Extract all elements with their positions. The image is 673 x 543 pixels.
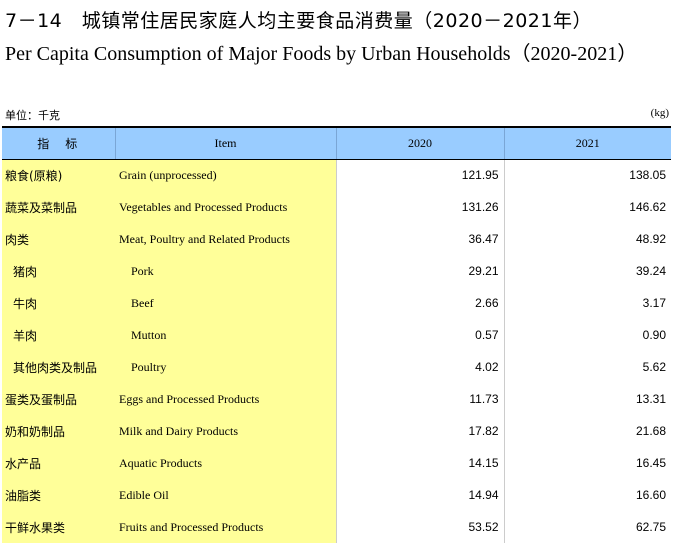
- table-row: 蔬菜及菜制品 Vegetables and Processed Products…: [2, 191, 671, 223]
- item-name-cn: 其他肉类及制品: [2, 351, 115, 383]
- value-2020: 14.15: [335, 447, 504, 479]
- item-name-en: Grain (unprocessed): [115, 159, 336, 191]
- value-2021: 5.62: [503, 351, 671, 383]
- table-row: 肉类 Meat, Poultry and Related Products 36…: [2, 223, 671, 255]
- unit-label-english: (kg): [650, 107, 669, 119]
- value-2020: 11.73: [335, 383, 504, 415]
- item-name-en: Vegetables and Processed Products: [115, 191, 336, 223]
- value-2020: 2.66: [335, 287, 504, 319]
- value-2021: 16.60: [503, 479, 671, 511]
- value-2021: 16.45: [503, 447, 671, 479]
- table-row: 水产品 Aquatic Products 14.15 16.45: [2, 447, 671, 479]
- table-header-row: 指 标 Item 2020 2021: [2, 126, 671, 160]
- item-name-cn: 蔬菜及菜制品: [2, 191, 115, 223]
- value-2021: 138.05: [503, 159, 671, 191]
- item-name-cn: 肉类: [2, 223, 115, 255]
- value-2020: 4.02: [335, 351, 504, 383]
- unit-label-chinese: 单位：千克: [5, 109, 60, 122]
- item-name-cn: 粮食(原粮): [2, 159, 115, 191]
- item-name-en: Meat, Poultry and Related Products: [115, 223, 336, 255]
- table-row: 粮食(原粮) Grain (unprocessed) 121.95 138.05: [2, 159, 671, 191]
- table-row: 干鲜水果类 Fruits and Processed Products 53.5…: [2, 511, 671, 543]
- header-item-en: Item: [114, 126, 336, 160]
- value-2021: 21.68: [503, 415, 671, 447]
- item-name-en: Pork: [115, 255, 336, 287]
- header-year-2021: 2021: [503, 126, 671, 160]
- value-2020: 36.47: [335, 223, 504, 255]
- table-row: 油脂类 Edible Oil 14.94 16.60: [2, 479, 671, 511]
- food-consumption-table: 指 标 Item 2020 2021 粮食(原粮) Grain (unproce…: [2, 126, 671, 543]
- item-name-cn: 猪肉: [2, 255, 115, 287]
- table-title-english: Per Capita Consumption of Major Foods by…: [5, 43, 638, 65]
- item-name-cn: 羊肉: [2, 319, 115, 351]
- item-name-cn: 蛋类及蛋制品: [2, 383, 115, 415]
- value-2020: 17.82: [335, 415, 504, 447]
- item-name-en: Aquatic Products: [115, 447, 336, 479]
- table-title-chinese: 7－14 城镇常住居民家庭人均主要食品消费量（2020－2021年）: [5, 10, 592, 32]
- table-row: 羊肉 Mutton 0.57 0.90: [2, 319, 671, 351]
- item-name-en: Poultry: [115, 351, 336, 383]
- item-name-en: Fruits and Processed Products: [115, 511, 336, 543]
- value-2021: 39.24: [503, 255, 671, 287]
- item-name-cn: 奶和奶制品: [2, 415, 115, 447]
- item-name-cn: 牛肉: [2, 287, 115, 319]
- table-row: 蛋类及蛋制品 Eggs and Processed Products 11.73…: [2, 383, 671, 415]
- value-2020: 29.21: [335, 255, 504, 287]
- table-row: 其他肉类及制品 Poultry 4.02 5.62: [2, 351, 671, 383]
- item-name-en: Beef: [115, 287, 336, 319]
- header-indicator-cn: 指 标: [2, 126, 115, 160]
- item-name-en: Mutton: [115, 319, 336, 351]
- value-2021: 13.31: [503, 383, 671, 415]
- value-2020: 131.26: [335, 191, 504, 223]
- table-row: 猪肉 Pork 29.21 39.24: [2, 255, 671, 287]
- header-year-2020: 2020: [335, 126, 504, 160]
- value-2020: 0.57: [335, 319, 504, 351]
- item-name-en: Milk and Dairy Products: [115, 415, 336, 447]
- table-row: 牛肉 Beef 2.66 3.17: [2, 287, 671, 319]
- item-name-cn: 油脂类: [2, 479, 115, 511]
- value-2020: 121.95: [335, 159, 504, 191]
- value-2021: 0.90: [503, 319, 671, 351]
- value-2021: 48.92: [503, 223, 671, 255]
- item-name-en: Edible Oil: [115, 479, 336, 511]
- item-name-cn: 水产品: [2, 447, 115, 479]
- value-2020: 14.94: [335, 479, 504, 511]
- value-2021: 146.62: [503, 191, 671, 223]
- value-2021: 3.17: [503, 287, 671, 319]
- item-name-en: Eggs and Processed Products: [115, 383, 336, 415]
- value-2021: 62.75: [503, 511, 671, 543]
- value-2020: 53.52: [335, 511, 504, 543]
- item-name-cn: 干鲜水果类: [2, 511, 115, 543]
- table-row: 奶和奶制品 Milk and Dairy Products 17.82 21.6…: [2, 415, 671, 447]
